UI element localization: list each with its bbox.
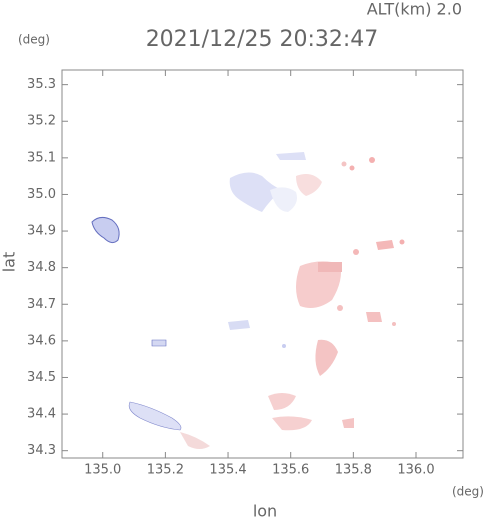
echo [342,418,354,428]
echo [376,240,394,250]
y-tick-label: 34.7 [27,297,56,312]
y-axis-label: lat [0,252,19,273]
echo [369,157,375,163]
echo [91,216,120,244]
echo [337,305,343,311]
echo [282,344,286,348]
echo [392,322,396,326]
x-tick-label: 135.6 [272,463,309,478]
y-tick-label: 35.0 [27,187,56,202]
echo [349,165,355,171]
echo [272,416,312,431]
x-tick-label: 135.0 [84,463,121,478]
y-tick-label: 35.2 [27,114,56,129]
altitude-label: ALT(km) 2.0 [367,0,462,19]
plot-frame [61,69,464,459]
y-tick-label: 34.5 [27,370,56,385]
x-tick-label: 135.8 [335,463,372,478]
x-tick-label: 135.4 [209,463,246,478]
echo [268,393,296,410]
x-unit: (deg) [452,485,484,499]
echo [341,161,347,167]
echo [270,187,297,212]
x-tick-label: 136.0 [397,463,434,478]
chart-title: 2021/12/25 20:32:47 [146,27,379,52]
echo [296,261,341,308]
echo [318,262,342,272]
y-tick-label: 34.9 [27,224,56,239]
x-axis-label: lon [253,502,277,521]
echo [366,312,382,322]
echo [315,339,338,376]
y-tick-label: 34.8 [27,260,56,275]
echo [276,152,306,160]
echo [151,339,167,347]
y-tick-label: 34.3 [27,443,56,458]
echo-regions [91,152,405,449]
echo [353,249,359,255]
y-tick-label: 35.3 [27,77,56,92]
echo [399,239,405,245]
echo [296,174,322,196]
x-tick-label: 135.2 [147,463,184,478]
y-tick-label: 34.4 [27,407,56,422]
echo [180,432,210,449]
y-unit: (deg) [18,33,50,47]
y-tick-label: 34.6 [27,333,56,348]
echo [229,172,282,212]
echo [228,320,250,330]
y-tick-label: 35.1 [27,150,56,165]
echo [128,401,182,431]
